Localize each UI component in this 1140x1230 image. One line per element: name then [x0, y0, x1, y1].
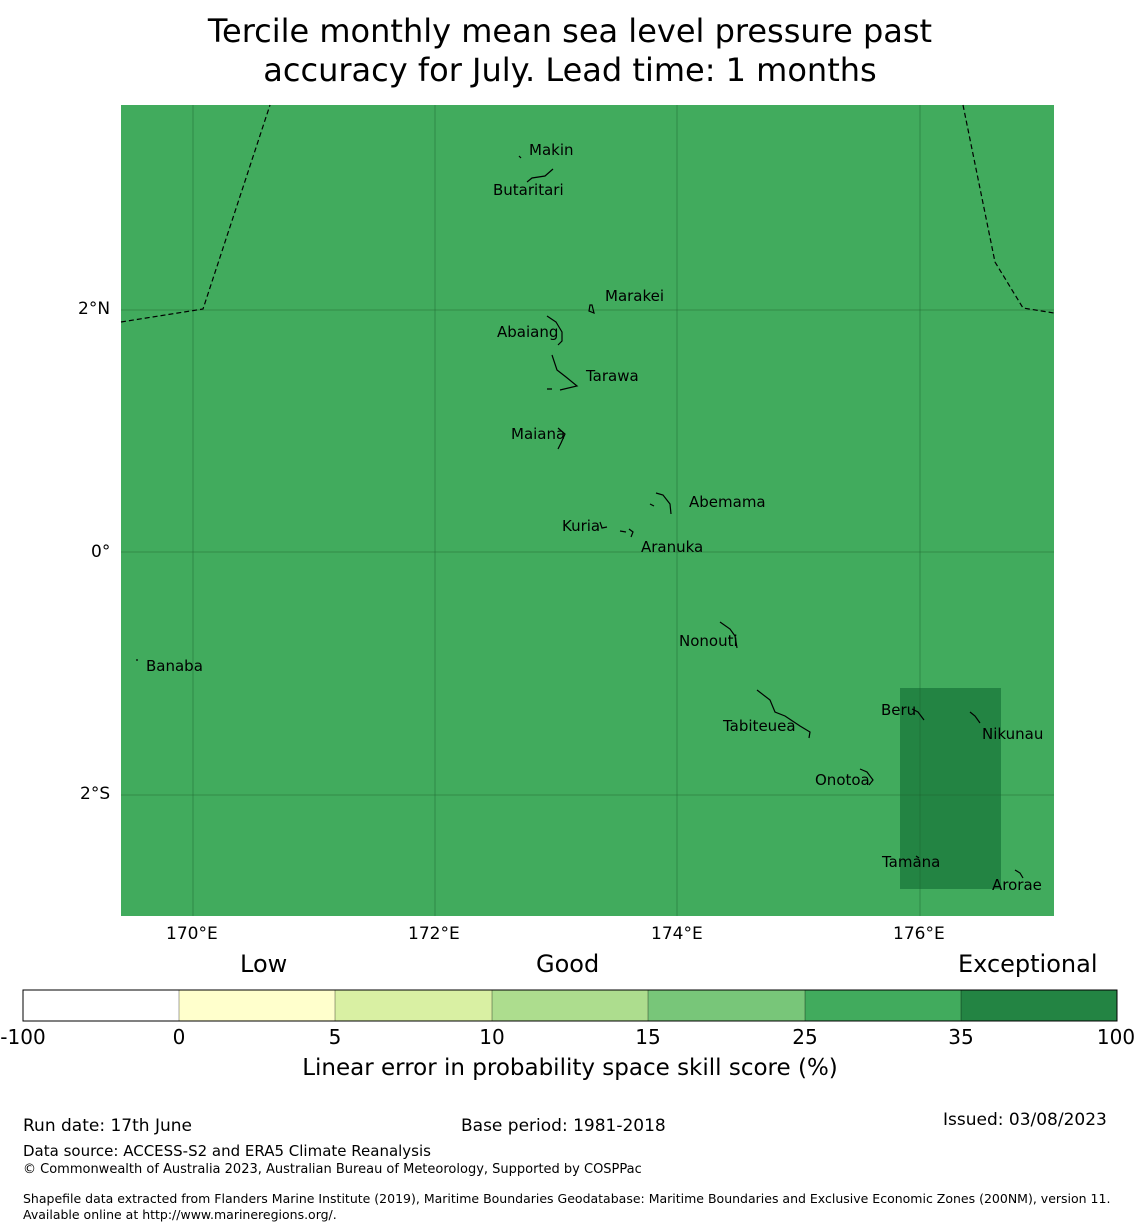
island-label-abaiang: Abaiang [497, 323, 558, 341]
island-outline-abemama [649, 492, 672, 515]
island-outline-beru [911, 708, 925, 721]
colorbar-segment-6 [805, 990, 961, 1021]
island-outline-nikunau [969, 711, 981, 724]
island-outline-arorae [1014, 869, 1024, 879]
lat-label-0: 0° [91, 542, 111, 562]
island-outline-onotoa [859, 768, 874, 786]
eez-boundary-west [120, 104, 271, 323]
island-outline-makin [518, 155, 522, 159]
title-line-1: Tercile monthly mean sea level pressure … [207, 12, 933, 50]
colorbar [22, 989, 1118, 1022]
colorbar-tick: 5 [328, 1025, 342, 1049]
lat-label-2n: 2°N [78, 299, 111, 319]
colorbar-category-exceptional: Exceptional [958, 950, 1098, 978]
island-label-tarawa: Tarawa [585, 367, 639, 385]
island-outline-maiana [557, 427, 566, 450]
colorbar-segment-7 [961, 990, 1117, 1021]
island-outline-tarawa [547, 354, 579, 391]
map-background [121, 105, 1054, 916]
island-label-beru: Beru [881, 701, 916, 719]
colorbar-tick: 35 [948, 1025, 974, 1049]
colorbar-tick: 0 [172, 1025, 186, 1049]
island-label-makin: Makin [529, 141, 574, 159]
island-label-tamana: Tamana [881, 853, 940, 871]
island-label-nikunau: Nikunau [982, 725, 1043, 743]
island-label-nonouti: Nonouti [679, 632, 738, 650]
lon-label-172e: 172°E [408, 924, 460, 944]
island-labels: Makin Butaritari Marakei Abaiang Tarawa … [146, 141, 1043, 894]
island-outline-tamana [915, 855, 920, 859]
island-label-tabiteuea: Tabiteuea [722, 717, 796, 735]
lon-label-176e: 176°E [893, 924, 945, 944]
eez-boundaries [120, 104, 1055, 323]
colorbar-tick: 15 [635, 1025, 661, 1049]
island-label-marakei: Marakei [605, 287, 664, 305]
island-outline-tabiteuea [756, 689, 811, 739]
island-outline-kuria [599, 521, 608, 529]
gridlines [121, 105, 1054, 916]
island-label-butaritari: Butaritari [493, 181, 564, 199]
island-outline-abaiang [546, 315, 563, 346]
island-label-onotoa: Onotoa [815, 771, 870, 789]
run-date: Run date: 17th June [23, 1116, 192, 1136]
colorbar-segment-3 [335, 990, 492, 1021]
shapefile-credit: Shapefile data extracted from Flanders M… [23, 1191, 1111, 1222]
chart-title: Tercile monthly mean sea level pressure … [0, 12, 1140, 90]
colorbar-tick: 25 [792, 1025, 818, 1049]
lat-label-2s: 2°S [80, 784, 111, 804]
colorbar-label: Linear error in probability space skill … [302, 1055, 838, 1081]
colorbar-tick: 100 [1096, 1025, 1136, 1049]
lon-label-174e: 174°E [651, 924, 703, 944]
eez-boundary-east [962, 104, 1055, 314]
island-label-aranuka: Aranuka [641, 538, 703, 556]
island-label-arorae: Arorae [992, 876, 1042, 894]
colorbar-tick: -100 [0, 1025, 46, 1049]
island-label-abemama: Abemama [689, 493, 766, 511]
island-outlines [136, 155, 1024, 879]
lon-label-170e: 170°E [166, 924, 218, 944]
island-outline-nonouti [719, 621, 738, 649]
colorbar-category-low: Low [240, 950, 288, 978]
colorbar-category-good: Good [536, 950, 600, 978]
colorbar-segment-2 [179, 990, 335, 1021]
island-label-maiana: Maiana [511, 425, 565, 443]
colorbar-segment-5 [648, 990, 805, 1021]
highlight-cell [900, 688, 1001, 889]
issued-date: Issued: 03/08/2023 [943, 1110, 1107, 1130]
island-label-banaba: Banaba [146, 657, 203, 675]
colorbar-segment-4 [492, 990, 648, 1021]
colorbar-tick: 10 [479, 1025, 505, 1049]
base-period: Base period: 1981-2018 [461, 1116, 666, 1136]
island-outline-marakei [588, 304, 595, 314]
colorbar-segment-1 [23, 990, 179, 1021]
copyright-notice: © Commonwealth of Australia 2023, Austra… [23, 1162, 642, 1177]
island-outline-aranuka [619, 528, 634, 538]
colorbar-frame [22, 989, 1118, 1022]
title-line-2: accuracy for July. Lead time: 1 months [263, 51, 877, 89]
island-label-kuria: Kuria [562, 517, 600, 535]
island-outline-butaritari [526, 168, 554, 183]
colorbar-dividers [178, 990, 962, 1021]
data-source: Data source: ACCESS-S2 and ERA5 Climate … [23, 1142, 431, 1160]
